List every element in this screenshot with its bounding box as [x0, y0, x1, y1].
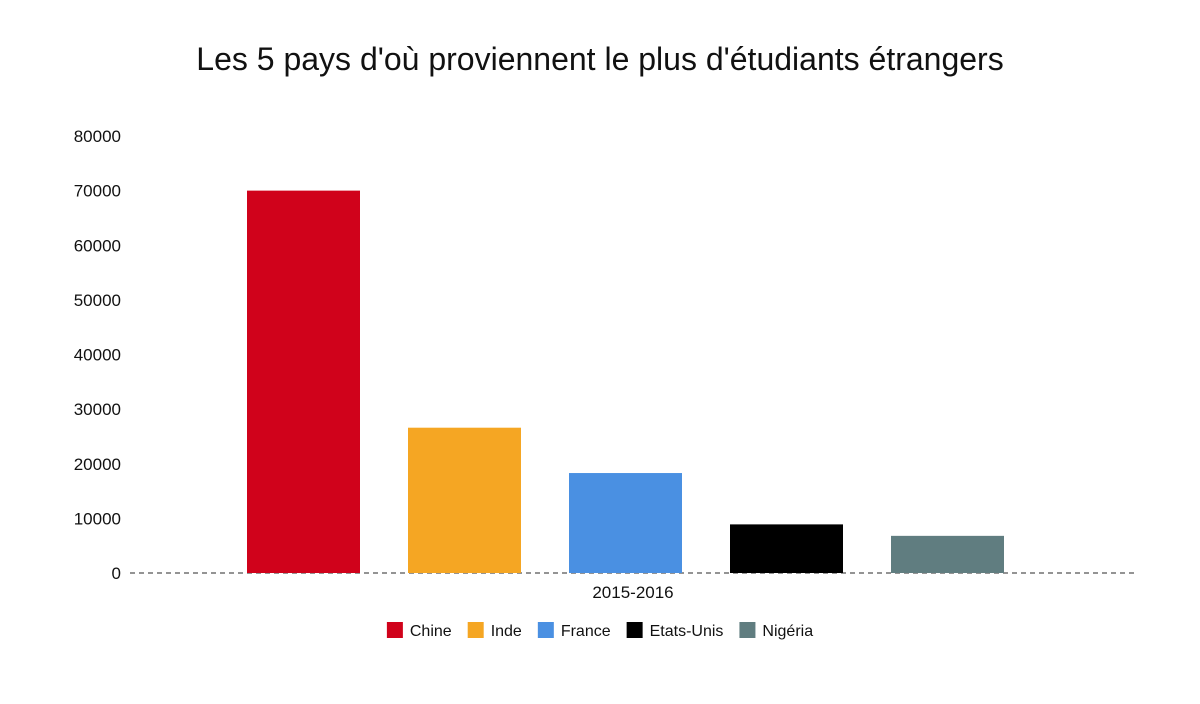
legend-swatch: [467, 622, 484, 638]
bar-chine: [247, 190, 360, 573]
bar-etats-unis: [730, 524, 843, 573]
y-tick-label: 10000: [74, 509, 121, 528]
y-tick-label: 60000: [74, 236, 121, 255]
y-tick-label: 40000: [74, 346, 121, 365]
legend-label: Inde: [491, 623, 522, 640]
y-tick-label: 0: [112, 564, 121, 583]
legend-label: France: [561, 623, 611, 640]
legend-label: Chine: [410, 623, 452, 640]
y-tick-label: 70000: [74, 182, 121, 201]
legend-swatch: [537, 622, 554, 638]
legend-label: Nigéria: [762, 623, 813, 640]
legend: Chine Inde France Etats-Unis Nigéria: [386, 622, 813, 640]
bar-nig-ria: [891, 535, 1004, 573]
bar-group: [247, 190, 1004, 573]
legend-swatch: [386, 622, 403, 638]
legend-label: Etats-Unis: [650, 623, 724, 640]
y-tick-label: 20000: [74, 455, 121, 474]
bar-france: [569, 473, 682, 573]
y-tick-label: 50000: [74, 291, 121, 310]
legend-swatch: [626, 622, 643, 638]
chart-title: Les 5 pays d'où proviennent le plus d'ét…: [196, 41, 1003, 77]
y-tick-label: 30000: [74, 400, 121, 419]
x-category-label: 2015-2016: [592, 583, 673, 602]
legend-swatch: [739, 622, 756, 638]
bar-inde: [408, 427, 521, 573]
y-axis: 0 10000 20000 30000 40000 50000 60000 70000 8000…: [74, 127, 121, 583]
y-tick-label: 80000: [74, 127, 121, 146]
